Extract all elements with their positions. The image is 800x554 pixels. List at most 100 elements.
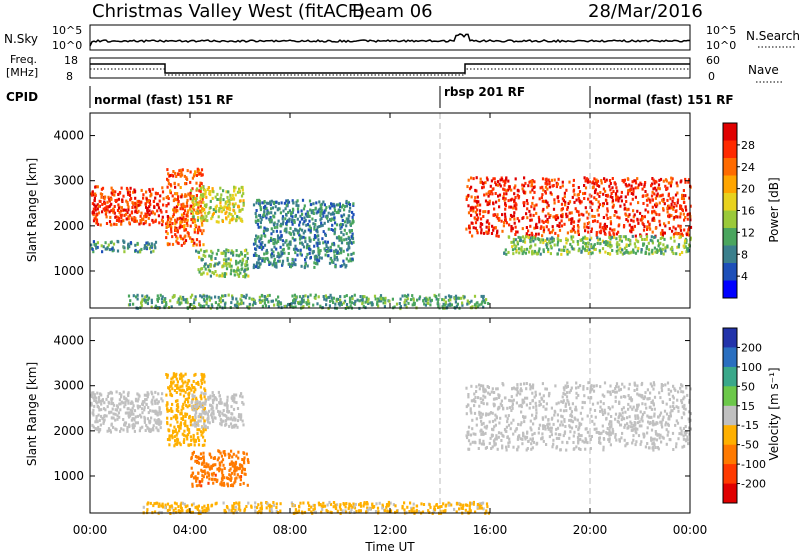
data-cell [323,504,327,508]
data-cell [275,247,278,251]
data-cell [182,415,185,418]
data-cell [194,424,197,428]
data-cell [517,189,520,193]
data-cell [485,509,488,513]
data-cell [352,203,355,207]
data-cell [270,218,273,222]
data-cell [563,222,566,226]
data-cell [162,505,165,509]
data-cell [301,299,304,303]
data-cell [568,218,571,222]
data-cell [535,414,538,418]
data-cell [176,407,179,411]
data-cell [250,504,253,508]
data-cell [190,388,193,392]
data-cell [94,242,98,246]
data-cell [198,209,202,213]
data-cell [106,208,109,212]
data-cell [246,483,249,487]
data-cell [508,440,511,444]
data-cell [674,193,678,197]
data-cell [352,251,355,255]
data-cell [310,510,313,514]
data-cell [651,248,654,252]
data-cell [176,236,179,240]
data-cell [333,216,336,220]
data-cell [512,206,515,210]
data-cell [593,182,596,186]
data-cell [255,215,258,219]
data-cell [625,200,628,203]
data-cell [345,237,348,241]
data-cell [193,476,196,480]
data-cell [356,298,359,302]
data-cell [470,213,473,217]
data-cell [315,201,318,205]
data-cell [327,227,330,231]
data-cell [654,186,657,190]
data-cell [676,191,679,195]
data-cell [241,219,244,223]
data-cell [108,248,111,252]
data-cell [621,252,624,256]
data-cell [219,305,222,309]
data-cell [369,301,372,305]
data-cell [647,241,650,245]
data-cell [228,202,231,206]
data-cell [320,217,323,220]
data-cell [337,203,340,207]
data-cell [184,380,187,384]
data-cell [235,468,238,472]
data-cell [443,303,446,307]
data-cell [245,267,248,271]
data-cell [320,504,323,508]
data-cell [591,214,594,218]
data-cell [685,241,688,245]
data-cell [123,405,126,409]
data-region-evening-arc [90,185,165,227]
data-cell [561,197,564,201]
data-cell [300,236,303,240]
data-cell [626,192,630,196]
data-cell [287,302,290,306]
data-cell [292,230,295,234]
data-cell [168,436,171,440]
data-cell [207,472,210,476]
data-cell [350,301,353,305]
data-cell [626,250,629,254]
data-cell [169,384,172,388]
data-cell [455,304,458,308]
data-cell [467,510,470,514]
data-cell [155,426,158,430]
data-cell [529,213,532,217]
data-cell [513,198,516,202]
data-cell [470,384,473,388]
data-cell [459,296,463,300]
data-cell [351,220,354,224]
data-cell [198,483,201,487]
data-cell [367,297,370,301]
data-cell [143,246,146,250]
data-cell [447,294,451,298]
data-region-low-band [190,449,250,488]
data-cell [386,509,389,513]
data-cell [276,225,279,229]
data-region-scatter-morning [252,198,355,270]
data-cell [200,391,203,395]
data-cell [118,415,121,419]
data-cell [403,294,407,298]
data-cell [582,213,585,217]
data-cell [205,203,208,207]
data-cell [290,212,293,216]
data-cell [290,220,293,223]
data-cell [463,295,466,299]
data-cell [636,249,639,253]
data-cell [314,219,317,222]
data-cell [130,418,133,422]
data-cell [546,237,549,241]
data-cell [395,509,399,513]
data-cell [604,189,607,193]
nave-label: Nave [748,63,779,77]
data-cell [595,233,598,237]
data-cell [217,220,220,224]
